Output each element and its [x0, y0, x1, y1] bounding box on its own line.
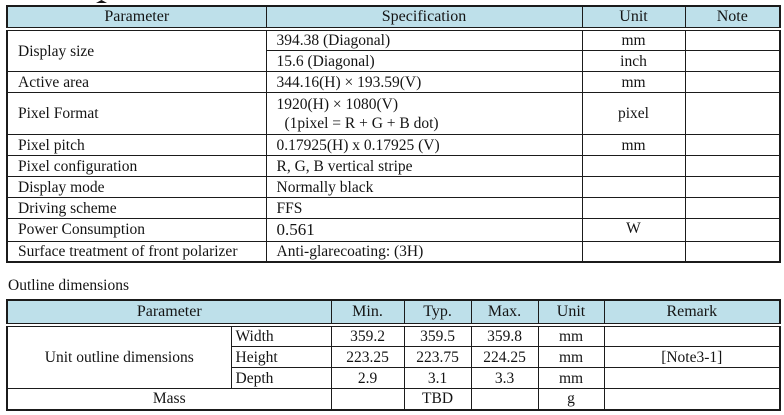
power-consumption-unit-cell: W — [581, 218, 686, 242]
outline-header-min: Min. — [330, 299, 405, 327]
display-size-mm-spec-cell: 394.38 (Diagonal) — [265, 28, 583, 52]
pixel-format-spec-line2: (1pixel = R + G + B dot) — [284, 114, 439, 132]
row-pixel-format: Pixel Format 1920(H) × 1080(V) (1pixel =… — [6, 92, 781, 136]
display-size-inch-spec-cell: 15.6 (Diagonal) — [265, 50, 583, 73]
depth-min-cell: 2.9 — [330, 367, 405, 390]
outline-header-max: Max. — [470, 299, 539, 327]
mass-min-cell — [330, 388, 405, 411]
pixel-format-unit-cell: pixel — [581, 92, 686, 136]
outline-header-remark: Remark — [603, 299, 781, 327]
display-size-inch-note-cell — [684, 50, 781, 73]
row-outline-height: Height 223.25 223.75 224.25 mm [Note3-1] — [7, 346, 781, 369]
pixel-format-spec-line1: 1920(H) × 1080(V) — [276, 95, 399, 113]
driving-scheme-param-cell: Driving scheme — [6, 197, 267, 220]
pixel-format-note-cell — [684, 92, 781, 136]
height-min-cell: 223.25 — [330, 346, 405, 369]
outline-dimensions-table: Parameter Min. Typ. Max. Unit Remark Uni… — [6, 299, 782, 411]
pixel-pitch-param-cell: Pixel pitch — [6, 134, 267, 157]
display-mode-note-cell — [684, 176, 781, 199]
outline-header-typ: Typ. — [403, 299, 472, 327]
width-unit-cell: mm — [537, 324, 605, 348]
display-size-inch-unit-cell: inch — [581, 50, 686, 73]
display-size-param-cell: Display size — [6, 28, 267, 73]
mass-remark-cell — [603, 388, 781, 411]
spec-header-parameter: Parameter — [6, 5, 267, 31]
driving-scheme-note-cell — [684, 197, 781, 220]
display-mode-param-cell: Display mode — [6, 176, 267, 199]
row-surface-treatment: Surface treatment of front polarizer Ant… — [6, 240, 781, 263]
depth-remark-cell — [603, 367, 781, 390]
clipped-text-fragment — [96, 0, 107, 3]
height-unit-cell: mm — [537, 346, 605, 369]
width-min-cell: 359.2 — [330, 324, 405, 348]
row-power-consumption: Power Consumption 0.561 W — [6, 218, 781, 242]
row-pixel-pitch: Pixel pitch 0.17925(H) x 0.17925 (V) mm — [6, 134, 781, 157]
depth-max-cell: 3.3 — [470, 367, 539, 390]
mass-max-cell — [470, 388, 539, 411]
specification-table: Parameter Specification Unit Note Displa… — [6, 5, 781, 264]
row-active-area: Active area 344.16(H) × 193.59(V) mm — [6, 71, 781, 94]
mass-typ-cell: TBD — [403, 388, 472, 411]
width-typ-cell: 359.5 — [403, 324, 472, 348]
pixel-configuration-note-cell — [684, 155, 781, 178]
surface-treatment-unit-cell — [581, 240, 686, 263]
depth-unit-cell: mm — [537, 367, 605, 390]
height-typ-cell: 223.75 — [403, 346, 472, 369]
power-consumption-spec-cell: 0.561 — [265, 218, 583, 242]
pixel-configuration-spec-cell: R, G, B vertical stripe — [265, 155, 583, 178]
spec-header-specification: Specification — [265, 5, 583, 31]
unit-outline-param-cell: Unit outline dimensions — [6, 324, 232, 390]
driving-scheme-spec-cell: FFS — [265, 197, 583, 220]
outline-dimensions-title: Outline dimensions — [8, 277, 129, 294]
row-display-size-mm: Display size 394.38 (Diagonal) mm — [6, 28, 781, 73]
spec-header-row: Parameter Specification Unit Note — [6, 5, 781, 31]
active-area-spec-cell: 344.16(H) × 193.59(V) — [265, 71, 583, 94]
row-display-mode: Display mode Normally black — [6, 176, 781, 199]
width-remark-cell — [603, 324, 781, 348]
pixel-pitch-spec-cell: 0.17925(H) x 0.17925 (V) — [265, 134, 583, 157]
height-label-cell: Height — [230, 346, 332, 369]
outline-header-parameter: Parameter — [6, 299, 332, 327]
active-area-note-cell — [684, 71, 781, 94]
row-mass: Mass TBD g — [6, 388, 781, 411]
pixel-format-param-cell: Pixel Format — [6, 92, 267, 136]
display-mode-unit-cell — [581, 176, 686, 199]
display-size-mm-note-cell — [684, 28, 781, 52]
mass-unit-cell: g — [537, 388, 605, 411]
power-consumption-note-cell — [684, 218, 781, 242]
row-driving-scheme: Driving scheme FFS — [6, 197, 781, 220]
driving-scheme-unit-cell — [581, 197, 686, 220]
outline-header-row: Parameter Min. Typ. Max. Unit Remark — [6, 299, 781, 327]
outline-header-unit: Unit — [537, 299, 605, 327]
depth-label-cell: Depth — [230, 367, 332, 390]
row-outline-width: Unit outline dimensions Width 359.2 359.… — [6, 324, 781, 390]
spec-header-unit: Unit — [581, 5, 686, 31]
pixel-pitch-note-cell — [684, 134, 781, 157]
height-max-cell: 224.25 — [470, 346, 539, 369]
pixel-format-spec-cell: 1920(H) × 1080(V) (1pixel = R + G + B do… — [265, 92, 583, 136]
mass-param-cell: Mass — [6, 388, 332, 411]
pixel-configuration-unit-cell — [581, 155, 686, 178]
pixel-configuration-param-cell: Pixel configuration — [6, 155, 267, 178]
spec-header-note: Note — [684, 5, 781, 31]
display-mode-spec-cell: Normally black — [265, 176, 583, 199]
active-area-unit-cell: mm — [581, 71, 686, 94]
surface-treatment-note-cell — [684, 240, 781, 263]
depth-typ-cell: 3.1 — [403, 367, 472, 390]
power-consumption-param-cell: Power Consumption — [6, 218, 267, 242]
width-label-cell: Width — [230, 324, 332, 348]
display-size-mm-unit-cell: mm — [581, 28, 686, 52]
row-pixel-configuration: Pixel configuration R, G, B vertical str… — [6, 155, 781, 178]
width-max-cell: 359.8 — [470, 324, 539, 348]
active-area-param-cell: Active area — [6, 71, 267, 94]
height-remark-cell: [Note3-1] — [603, 346, 781, 369]
surface-treatment-spec-cell: Anti-glarecoating: (3H) — [265, 240, 583, 263]
surface-treatment-param-cell: Surface treatment of front polarizer — [6, 240, 267, 263]
pixel-pitch-unit-cell: mm — [581, 134, 686, 157]
row-outline-depth: Depth 2.9 3.1 3.3 mm — [7, 367, 781, 390]
